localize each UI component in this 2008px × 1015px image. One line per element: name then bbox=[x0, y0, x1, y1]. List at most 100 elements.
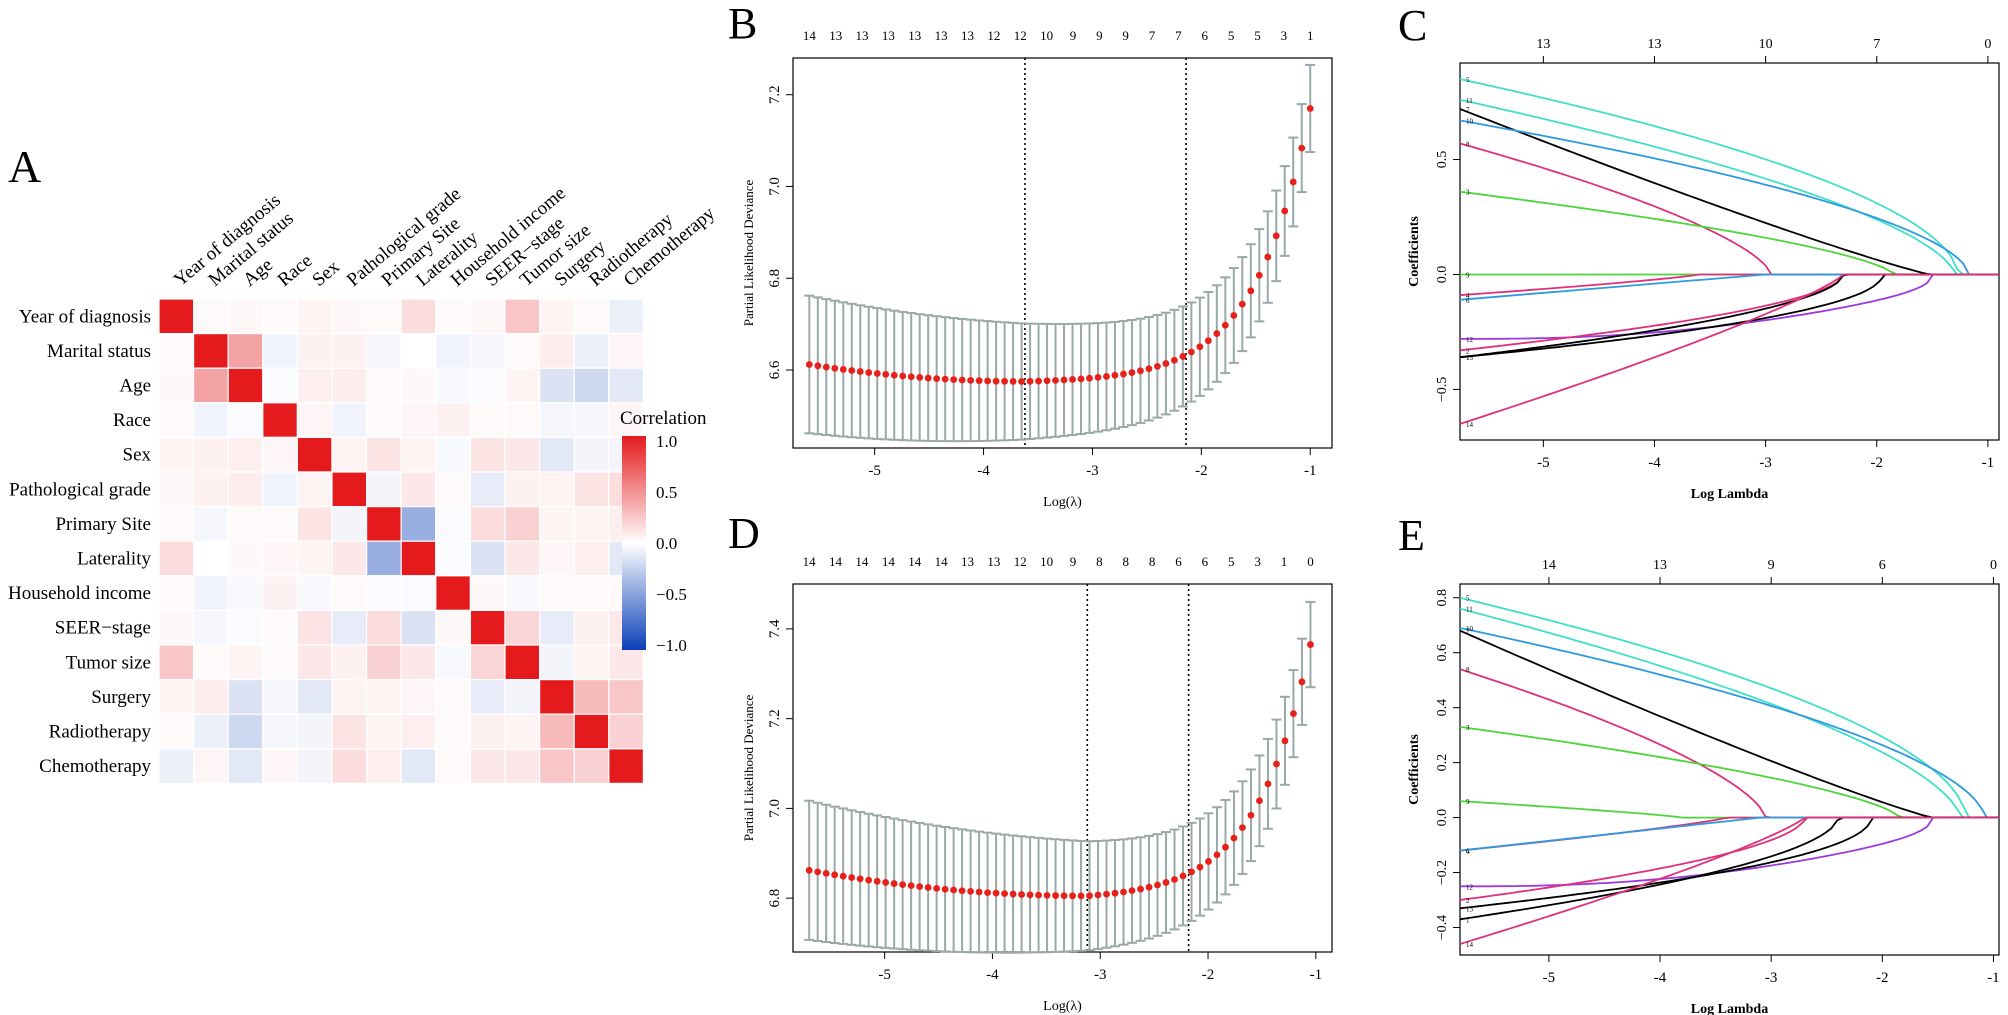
heatmap-cell bbox=[469, 644, 506, 681]
data-point bbox=[1213, 851, 1221, 859]
data-point bbox=[1162, 879, 1170, 886]
top-count-label: 14 bbox=[935, 554, 949, 569]
y-tick-label: 7.4 bbox=[767, 619, 783, 638]
heatmap-cell bbox=[262, 713, 298, 750]
top-count-label: 6 bbox=[1175, 554, 1182, 569]
coefficient-path bbox=[1459, 190, 1999, 276]
heatmap-cell bbox=[227, 402, 264, 438]
x-tick-label: -1 bbox=[1304, 463, 1317, 479]
legend-tick-label: 1.0 bbox=[656, 432, 677, 451]
heatmap-cell bbox=[538, 402, 575, 438]
data-point bbox=[1196, 343, 1204, 351]
top-tick-label: 6 bbox=[1879, 558, 1886, 573]
data-point bbox=[924, 884, 932, 891]
y-tick-label: −0.4 bbox=[1435, 915, 1450, 940]
heatmap-row-label: Surgery bbox=[91, 687, 151, 708]
top-count-label: 14 bbox=[882, 554, 896, 569]
heatmap-cell bbox=[331, 644, 368, 681]
heatmap-cell bbox=[158, 713, 195, 750]
y-axis-title: Coefficients bbox=[1407, 216, 1422, 287]
heatmap-row-label: Year of diagnosis bbox=[19, 306, 151, 327]
heatmap-cell bbox=[435, 575, 471, 611]
heatmap-cell bbox=[573, 713, 610, 750]
data-point bbox=[882, 879, 890, 886]
panel-letter-b: B bbox=[728, 0, 757, 48]
heatmap-cell bbox=[608, 713, 644, 750]
heatmap-cell bbox=[469, 333, 506, 369]
series-label: 8 bbox=[1466, 666, 1470, 674]
data-point bbox=[1077, 892, 1085, 900]
data-point bbox=[958, 887, 966, 895]
heatmap-row-label: Radiotherapy bbox=[49, 722, 152, 743]
heatmap-cell bbox=[400, 471, 437, 508]
x-tick-label: -4 bbox=[1654, 970, 1667, 986]
series-label: 5 bbox=[1466, 595, 1470, 603]
heatmap-cell bbox=[435, 644, 471, 681]
heatmap-cell bbox=[193, 713, 229, 750]
heatmap-cell bbox=[538, 298, 575, 335]
heatmap-cell bbox=[331, 298, 368, 335]
panel-b: B -5 -4 -3 -2 -1 6.6 6.8 7.0 7.2 Log(λ) Partial Li… bbox=[728, 0, 1333, 510]
heatmap-cell bbox=[331, 506, 368, 542]
data-point bbox=[992, 889, 1000, 897]
top-count-label: 9 bbox=[1122, 28, 1129, 43]
top-count-label: 3 bbox=[1254, 554, 1261, 569]
heatmap-cell bbox=[262, 540, 298, 577]
heatmap-cell bbox=[296, 402, 333, 438]
top-tick-label: 13 bbox=[1647, 37, 1661, 52]
coefficient-path bbox=[1459, 78, 1999, 276]
heatmap-cell bbox=[538, 333, 575, 369]
data-point bbox=[1086, 374, 1093, 382]
data-point bbox=[984, 889, 991, 897]
data-point bbox=[1035, 891, 1042, 899]
heatmap-cell bbox=[469, 298, 506, 335]
heatmap-cell bbox=[366, 298, 402, 335]
coefficient-path bbox=[1459, 800, 1999, 819]
data-point bbox=[1060, 376, 1068, 384]
heatmap-cell bbox=[573, 471, 610, 508]
data-point bbox=[865, 369, 873, 376]
heatmap-cell bbox=[400, 367, 437, 404]
heatmap-cell bbox=[608, 748, 644, 784]
heatmap-cell bbox=[227, 367, 264, 404]
heatmap-cell bbox=[296, 436, 333, 473]
y-tick-label: 0.0 bbox=[1435, 809, 1450, 827]
heatmap-cell bbox=[193, 471, 229, 508]
data-point bbox=[1179, 872, 1187, 880]
heatmap-cell bbox=[573, 333, 610, 369]
heatmap-col-label: Race bbox=[274, 250, 317, 291]
heatmap-cell bbox=[262, 678, 298, 715]
heatmap-cell bbox=[331, 540, 368, 577]
heatmap-cell bbox=[331, 402, 368, 438]
heatmap-cell bbox=[400, 575, 437, 611]
x-axis-title: Log(λ) bbox=[1043, 999, 1082, 1014]
heatmap-cell bbox=[435, 506, 471, 542]
heatmap-cell bbox=[469, 575, 506, 611]
panel-letter-c: C bbox=[1398, 1, 1427, 50]
heatmap-cell bbox=[227, 506, 264, 542]
heatmap-cell bbox=[504, 609, 541, 646]
heatmap-row-labels: Year of diagnosis Marital status Age Race Se… bbox=[8, 306, 152, 777]
series-label: 7 bbox=[1466, 628, 1470, 636]
heatmap-cell bbox=[366, 540, 402, 577]
x-tick-label: -2 bbox=[1202, 967, 1215, 983]
data-point bbox=[992, 377, 1000, 385]
x-tick-label: -3 bbox=[1765, 970, 1778, 986]
series-label: 8 bbox=[1466, 140, 1470, 148]
data-point bbox=[1009, 890, 1017, 898]
heatmap-cell bbox=[435, 402, 471, 438]
series-label: 14 bbox=[1466, 941, 1474, 949]
data-point bbox=[1179, 353, 1187, 360]
heatmap-cell bbox=[573, 644, 610, 681]
data-point bbox=[1035, 377, 1042, 385]
data-point bbox=[1171, 876, 1178, 883]
y-tick-label: 0.6 bbox=[1435, 644, 1450, 662]
heatmap-cell bbox=[469, 609, 506, 646]
top-count-label: 6 bbox=[1202, 554, 1209, 569]
data-point bbox=[899, 881, 907, 889]
data-point bbox=[1111, 889, 1119, 897]
heatmap-cell bbox=[400, 609, 437, 646]
series-label: 4 bbox=[1466, 848, 1470, 856]
